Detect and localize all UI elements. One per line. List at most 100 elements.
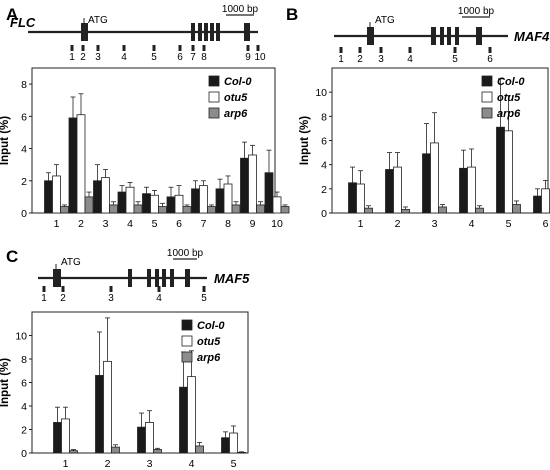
primer-marker [122,45,126,51]
bar-arp6 [60,206,69,214]
bar-otu5 [187,376,196,454]
primer-label: 3 [378,54,384,65]
bar-col-0 [348,182,357,214]
y-tick-label: 6 [21,111,27,123]
legend-label: arp6 [197,352,221,364]
legend-label: otu5 [224,92,248,104]
bar-col-0 [137,426,146,454]
bar-otu5 [467,166,476,214]
bar-arp6 [109,204,118,214]
bar-arp6 [133,204,143,214]
x-tick-label: 1 [358,218,364,230]
x-tick-label: 5 [152,218,158,230]
x-tick-label: 9 [250,218,256,230]
atg-label: ATG [61,257,81,268]
y-tick-label: 0 [321,208,327,220]
y-tick-label: 4 [321,160,327,172]
legend-swatch [181,335,193,347]
y-tick-label: 0 [21,208,27,220]
x-tick-label: 2 [395,218,401,230]
x-tick-label: 8 [225,218,231,230]
y-tick-label: 0 [21,448,27,460]
bar-col-0 [240,157,249,214]
primer-marker [408,47,412,53]
primer-marker [109,286,113,292]
x-tick-label: 4 [189,458,195,470]
bar-otu5 [504,130,513,214]
bar-otu5 [103,360,112,454]
gene-name: MAF4 [514,29,550,44]
bar-otu5 [248,154,257,214]
y-tick-label: 4 [21,401,27,413]
bar-otu5 [125,186,135,214]
bar-otu5 [356,183,365,214]
scale-label: 1000 bp [222,4,259,15]
x-tick-label: 1 [63,458,69,470]
bar-col-0 [95,375,104,454]
exon-block [455,27,459,45]
bar-col-0 [53,422,62,454]
bar-otu5 [174,194,184,214]
gene-diagram: ATG FLC 1000 bp 1 2 3 4 5 6 7 8 9 10 [10,4,266,63]
y-tick-label: 2 [321,184,327,196]
legend-label: Col-0 [497,76,525,88]
primer-marker [96,45,100,51]
primer-label: 1 [69,52,75,63]
bar-arp6 [231,204,241,214]
primer-label: 6 [177,52,183,63]
y-tick-label: 2 [21,176,27,188]
bar-arp6 [182,206,192,214]
bar-arp6 [401,208,410,214]
bar-col-0 [93,180,102,214]
primer-label: 8 [201,52,207,63]
exon-block [191,23,195,41]
bar-otu5 [199,185,208,214]
bar-col-0 [117,191,127,214]
primer-label: 9 [245,52,251,63]
x-tick-label: 5 [231,458,237,470]
bar-otu5 [541,188,550,214]
primer-marker [178,45,182,51]
primer-label: 3 [95,52,101,63]
y-tick-label: 4 [21,144,27,156]
plot-frame [31,67,276,214]
exon-block [476,27,482,45]
primer-marker [339,47,343,53]
bar-arp6 [153,449,162,454]
primer-label: 5 [201,293,207,304]
legend-label: arp6 [224,108,248,120]
primer-marker [202,45,206,51]
bar-arp6 [158,206,167,214]
legend-label: otu5 [497,92,521,104]
x-tick-label: 5 [506,218,512,230]
exon-block [81,23,88,41]
primer-label: 2 [60,293,66,304]
exon-block [440,27,444,45]
primer-marker [453,47,457,53]
exon-block [155,269,159,287]
bar-arp6 [207,206,216,214]
legend-swatch [481,107,493,119]
bar-col-0 [264,172,274,214]
primer-label: 2 [80,52,86,63]
bar-chart: 0 2 4 6 8 10 Input (%) 1 2 3 4 5 6 Col-0 otu5 arp6 [299,67,550,230]
exon-block [185,269,190,287]
y-tick-label: 8 [21,354,27,366]
exon-block [447,27,451,45]
legend-swatch [181,351,193,363]
exon-block [216,23,220,41]
x-tick-label: 4 [127,218,133,230]
primer-marker [488,47,492,53]
legend-swatch [481,91,493,103]
primer-marker [191,45,195,51]
bar-arp6 [280,206,290,214]
bar-otu5 [272,196,282,214]
y-axis-label: Input (%) [299,116,311,165]
exon-block [210,23,214,41]
x-tick-label: 1 [54,218,60,230]
exon-block [170,269,174,287]
primer-marker [202,286,206,292]
primer-label: 4 [407,54,413,65]
exon-block [162,269,166,287]
x-tick-label: 3 [103,218,109,230]
